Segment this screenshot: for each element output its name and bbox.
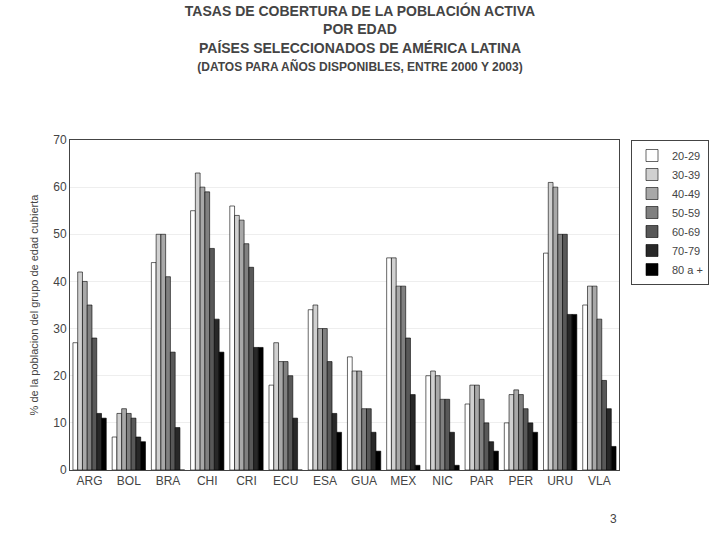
svg-text:BOL: BOL: [117, 474, 141, 488]
svg-text:NIC: NIC: [432, 474, 453, 488]
svg-text:ECU: ECU: [273, 474, 298, 488]
svg-text:ARG: ARG: [77, 474, 103, 488]
svg-text:PER: PER: [509, 474, 534, 488]
svg-text:URU: URU: [547, 474, 573, 488]
svg-text:PAR: PAR: [470, 474, 494, 488]
svg-text:BRA: BRA: [156, 474, 181, 488]
svg-text:50: 50: [53, 227, 67, 241]
svg-text:60-69: 60-69: [672, 226, 700, 238]
svg-text:30-39: 30-39: [672, 169, 700, 181]
svg-text:20-29: 20-29: [672, 150, 700, 162]
svg-text:40-49: 40-49: [672, 188, 700, 200]
svg-text:0: 0: [60, 463, 67, 477]
svg-text:70: 70: [53, 133, 67, 147]
svg-text:80 a +: 80 a +: [672, 264, 703, 276]
svg-text:50-59: 50-59: [672, 207, 700, 219]
svg-text:VLA: VLA: [588, 474, 611, 488]
svg-text:20: 20: [53, 369, 67, 383]
svg-text:TASAS DE COBERTURA DE LA POBLA: TASAS DE COBERTURA DE LA POBLACIÓN ACTIV…: [185, 2, 535, 74]
svg-text:10: 10: [53, 416, 67, 430]
svg-text:GUA: GUA: [351, 474, 377, 488]
svg-text:CRI: CRI: [236, 474, 257, 488]
svg-text:70-79: 70-79: [672, 245, 700, 257]
svg-text:60: 60: [53, 180, 67, 194]
svg-text:40: 40: [53, 275, 67, 289]
svg-text:3: 3: [610, 512, 617, 526]
svg-text:ESA: ESA: [313, 474, 337, 488]
svg-text:MEX: MEX: [390, 474, 416, 488]
svg-text:30: 30: [53, 322, 67, 336]
svg-text:CHI: CHI: [197, 474, 218, 488]
svg-text:% de la poblacion del grupo de: % de la poblacion del grupo de edad cubi…: [28, 194, 40, 416]
